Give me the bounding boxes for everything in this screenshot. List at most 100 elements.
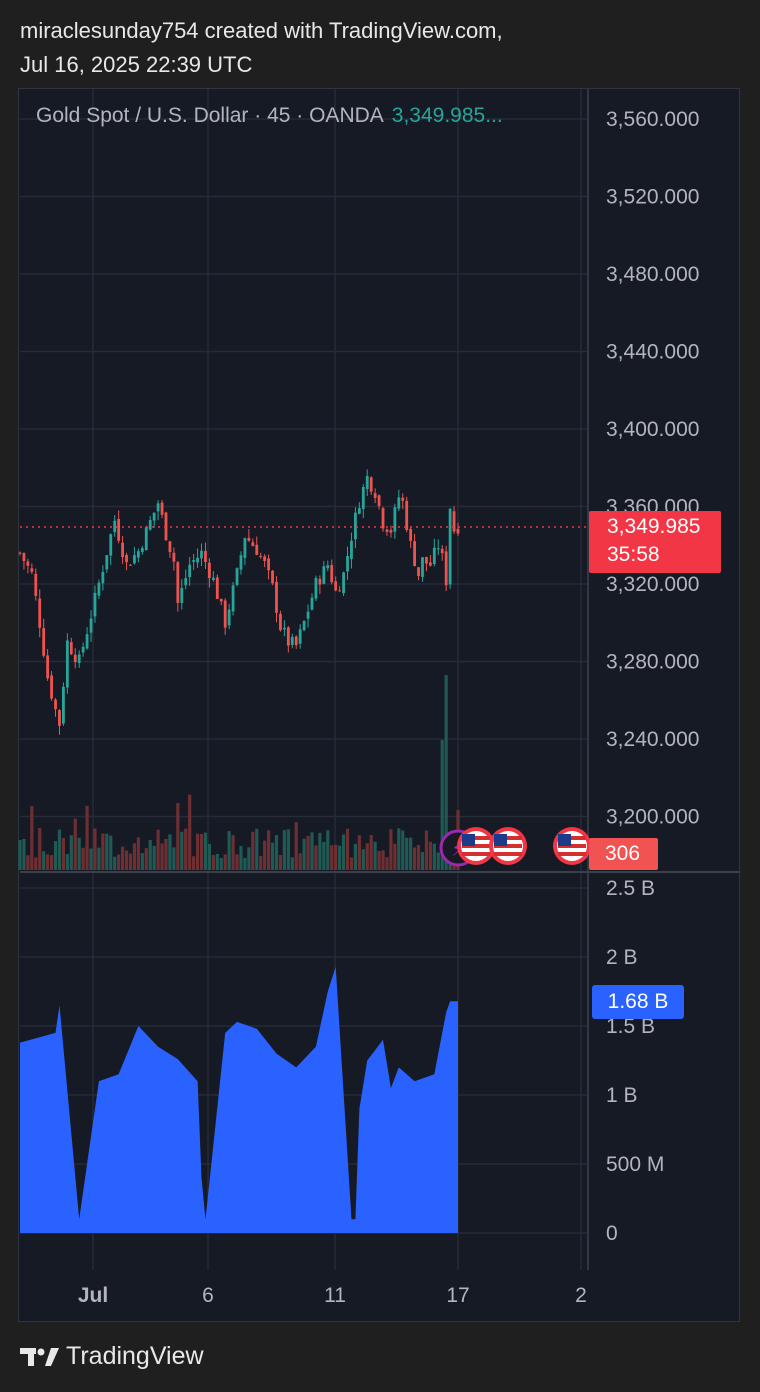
candle-body	[144, 527, 148, 551]
candle-body	[417, 567, 420, 576]
candle-body	[176, 562, 180, 603]
volume-bar	[263, 840, 267, 870]
volume-bar	[282, 830, 286, 870]
candle-body	[200, 550, 203, 559]
symbol-title: Gold Spot / U.S. Dollar · 45 · OANDA	[36, 104, 384, 127]
candle-body	[73, 654, 77, 663]
volume-bar	[203, 832, 208, 870]
candle-body	[156, 503, 160, 512]
volume-bar	[77, 837, 81, 870]
volume-bar	[381, 850, 385, 870]
candle-body	[409, 528, 413, 541]
volume-bar	[26, 855, 30, 870]
candle-body	[93, 592, 97, 617]
indicator-axis-tick: 1 B	[606, 1084, 638, 1107]
candle-body	[89, 618, 93, 633]
volume-bar	[140, 853, 144, 870]
candle-body	[342, 572, 345, 594]
volume-bar	[97, 847, 101, 870]
candle-body	[275, 581, 278, 613]
volume-bar	[385, 857, 389, 870]
candle-body	[338, 590, 342, 592]
volume-bar	[247, 847, 251, 870]
candle-body	[279, 613, 282, 631]
volume-bar	[128, 853, 133, 870]
volume-bar	[156, 829, 160, 870]
candle-body	[326, 565, 330, 569]
volume-bar	[85, 805, 89, 870]
volume-bar	[207, 843, 212, 870]
candle-body	[448, 508, 452, 585]
volume-bar	[188, 794, 192, 870]
candle-body	[436, 548, 440, 550]
volume-bar	[144, 848, 148, 870]
volume-bar	[219, 857, 223, 870]
candle-body	[208, 562, 211, 579]
candle-body	[389, 530, 393, 533]
volume-bar	[101, 833, 105, 870]
us-flag-event-icon[interactable]	[489, 827, 527, 865]
us-flag-event-icon[interactable]	[457, 827, 495, 865]
volume-bar	[314, 845, 318, 870]
tradingview-brand[interactable]: TradingView	[20, 1342, 204, 1371]
tradingview-logo-icon	[20, 1347, 59, 1366]
candle-body	[381, 508, 385, 529]
price-axis-tick: 3,440.000	[606, 341, 699, 364]
candle-body	[413, 541, 416, 566]
candle-body	[196, 557, 199, 563]
volume-bar	[369, 834, 373, 870]
volume-bar	[341, 834, 346, 870]
volume-bar	[290, 857, 294, 870]
price-axis-tick: 3,400.000	[606, 418, 699, 441]
volume-bar	[310, 832, 314, 870]
credit-line-1: miraclesunday754 created with TradingVie…	[20, 18, 503, 43]
volume-bar	[176, 802, 180, 870]
candle-body	[421, 557, 424, 577]
volume-value: 306	[605, 842, 641, 865]
candle-body	[282, 627, 286, 630]
candle-body	[251, 542, 255, 547]
volume-bar	[393, 843, 397, 870]
volume-bar	[65, 854, 69, 870]
candle-body	[306, 611, 310, 619]
candle-body	[192, 560, 196, 562]
volume-bar	[227, 830, 231, 870]
time-axis-tick: 6	[202, 1284, 214, 1307]
candle-body	[243, 538, 247, 558]
volume-bar	[444, 675, 448, 870]
candle-body	[361, 487, 365, 509]
volume-bar	[30, 806, 34, 870]
volume-bar	[401, 830, 405, 870]
candle-body	[393, 507, 397, 532]
volume-bar	[338, 845, 342, 870]
candle-body	[105, 555, 109, 570]
candle-body	[69, 642, 73, 655]
volume-bar	[46, 854, 50, 870]
candle-body	[263, 556, 267, 562]
event-markers: ⚡	[439, 827, 591, 867]
candle-body	[136, 551, 140, 558]
volume-bar	[93, 828, 97, 870]
candle-body	[365, 475, 369, 490]
candle-body	[85, 634, 89, 649]
us-flag-event-icon[interactable]	[553, 827, 591, 865]
volume-bar	[432, 843, 436, 870]
volume-bar	[235, 854, 239, 870]
volume-bar	[278, 855, 283, 870]
candle-body	[318, 578, 322, 585]
volume-bar	[168, 834, 172, 870]
volume-bar	[124, 850, 129, 870]
volume-bar	[349, 857, 354, 870]
volume-bar	[298, 853, 302, 870]
volume-bar	[405, 837, 409, 870]
candle-body	[168, 541, 172, 553]
candle-body	[369, 477, 373, 492]
candle-body	[26, 561, 30, 566]
volume-bar	[113, 856, 117, 870]
volume-bar	[397, 828, 401, 870]
candle-body	[286, 627, 290, 646]
volume-bar	[270, 842, 275, 870]
bar-countdown: 35:58	[607, 543, 660, 566]
volume-bar	[428, 841, 432, 870]
